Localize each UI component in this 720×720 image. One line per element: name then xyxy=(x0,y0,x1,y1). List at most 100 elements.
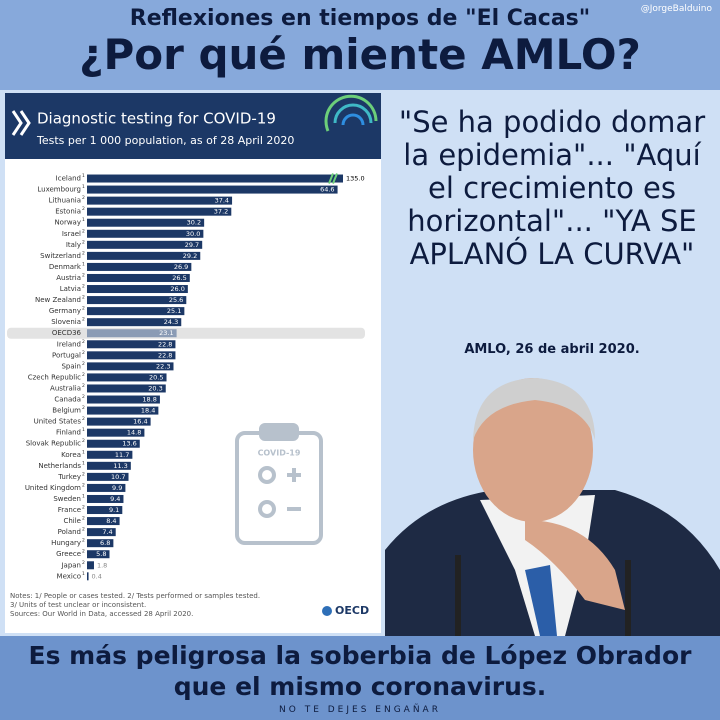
bar xyxy=(87,373,167,382)
category-label: Lithuania xyxy=(49,197,81,205)
category-note: 2 xyxy=(82,527,85,533)
value-label: 22.8 xyxy=(158,340,172,348)
category-note: 2 xyxy=(82,250,85,256)
value-label: 20.5 xyxy=(149,373,163,381)
value-label: 30.2 xyxy=(187,219,201,227)
bar xyxy=(87,384,166,393)
category-note: 2 xyxy=(82,350,85,356)
category-label: Chile xyxy=(63,517,81,525)
category-note: 2 xyxy=(82,339,85,345)
category-label: Norway xyxy=(54,219,81,227)
category-note: 1 xyxy=(82,184,85,190)
category-note: 2 xyxy=(82,372,85,378)
category-note: 2 xyxy=(82,361,85,367)
bar xyxy=(87,329,177,338)
category-note: 2 xyxy=(82,438,85,444)
category-label: Greece xyxy=(56,550,81,558)
category-note: 2 xyxy=(82,295,85,301)
bar xyxy=(87,428,145,437)
value-label: 20.3 xyxy=(148,384,162,392)
category-label: Australia xyxy=(50,384,81,392)
category-label: Finland xyxy=(56,429,81,437)
category-note: 1 xyxy=(82,261,85,267)
category-label: Slovak Republic xyxy=(26,440,81,448)
category-label: Germany xyxy=(49,307,81,315)
handle: @JorgeBalduino xyxy=(640,4,712,14)
category-label: Latvia xyxy=(60,285,81,293)
bar xyxy=(87,285,188,294)
bar xyxy=(87,273,190,282)
category-label: Switzerland xyxy=(40,252,81,260)
category-label: Japan xyxy=(60,561,81,569)
oecd-logo: OECD xyxy=(335,604,369,617)
category-note: 2 xyxy=(82,394,85,400)
value-label: 37.4 xyxy=(215,197,229,205)
category-label: Sweden xyxy=(53,495,81,503)
category-label: United States xyxy=(34,418,82,426)
value-label: 26.0 xyxy=(170,285,184,293)
chart-subtitle: Tests per 1 000 population, as of 28 Apr… xyxy=(36,134,294,147)
value-label: 7.4 xyxy=(102,528,112,536)
icon-label: COVID-19 xyxy=(258,449,301,458)
bar xyxy=(87,196,233,205)
category-label: Israel xyxy=(62,230,81,238)
category-label: Korea xyxy=(61,451,81,459)
category-label: Belgium xyxy=(52,407,81,415)
value-label: 10.7 xyxy=(111,473,125,481)
header-band xyxy=(0,0,720,90)
bar xyxy=(87,461,131,470)
category-note: 2 xyxy=(82,416,85,422)
category-note: 2 xyxy=(82,516,85,522)
bar xyxy=(87,174,343,183)
value-label: 8.4 xyxy=(106,517,116,525)
value-label: 26.9 xyxy=(174,263,188,271)
headline: ¿Por qué miente AMLO? xyxy=(79,30,641,79)
bar xyxy=(87,450,133,459)
category-label: OECD36 xyxy=(52,329,82,337)
bar xyxy=(87,262,192,271)
value-label: 11.7 xyxy=(115,451,129,459)
value-label: 26.5 xyxy=(172,274,186,282)
note: 3/ Units of test unclear or inconsistent… xyxy=(10,601,146,609)
category-label: Iceland xyxy=(56,175,81,183)
quote: "Se ha podido domar la epidemia"... "Aqu… xyxy=(398,105,706,271)
bar xyxy=(87,528,116,537)
bar xyxy=(87,229,204,238)
category-note: 2 xyxy=(82,560,85,566)
bar xyxy=(87,307,185,316)
bar xyxy=(87,483,126,492)
value-label: 5.8 xyxy=(96,550,106,558)
category-note: 2 xyxy=(82,206,85,212)
category-note: 2 xyxy=(82,195,85,201)
value-label: 25.6 xyxy=(169,296,183,304)
bar xyxy=(87,185,338,194)
photo xyxy=(385,378,720,636)
category-label: United Kingdom xyxy=(25,484,81,492)
value-label: 14.8 xyxy=(127,429,141,437)
value-label: 11.3 xyxy=(113,462,127,470)
category-note: 2 xyxy=(82,239,85,245)
bar xyxy=(87,539,114,548)
value-label: 18.8 xyxy=(142,396,156,404)
category-label: Ireland xyxy=(57,340,81,348)
value-label: 9.1 xyxy=(109,506,119,514)
category-note: 1 xyxy=(82,427,85,433)
value-label: 16.4 xyxy=(133,418,147,426)
value-label: 37.2 xyxy=(214,208,228,216)
category-label: Mexico xyxy=(57,572,81,580)
bar xyxy=(87,472,129,481)
chart-title: Diagnostic testing for COVID-19 xyxy=(37,110,276,128)
category-note: 1 xyxy=(82,449,85,455)
bar xyxy=(87,406,159,415)
bar xyxy=(87,251,201,260)
category-note: 1 xyxy=(82,217,85,223)
bar xyxy=(87,439,140,448)
category-label: Italy xyxy=(66,241,81,249)
tagline: Es más peligrosa la soberbia de López Ob… xyxy=(28,641,692,701)
clipboard-icon xyxy=(235,423,323,545)
value-label: 30.0 xyxy=(186,230,200,238)
bar xyxy=(87,517,120,526)
bar xyxy=(87,351,176,360)
category-note: 2 xyxy=(82,228,85,234)
